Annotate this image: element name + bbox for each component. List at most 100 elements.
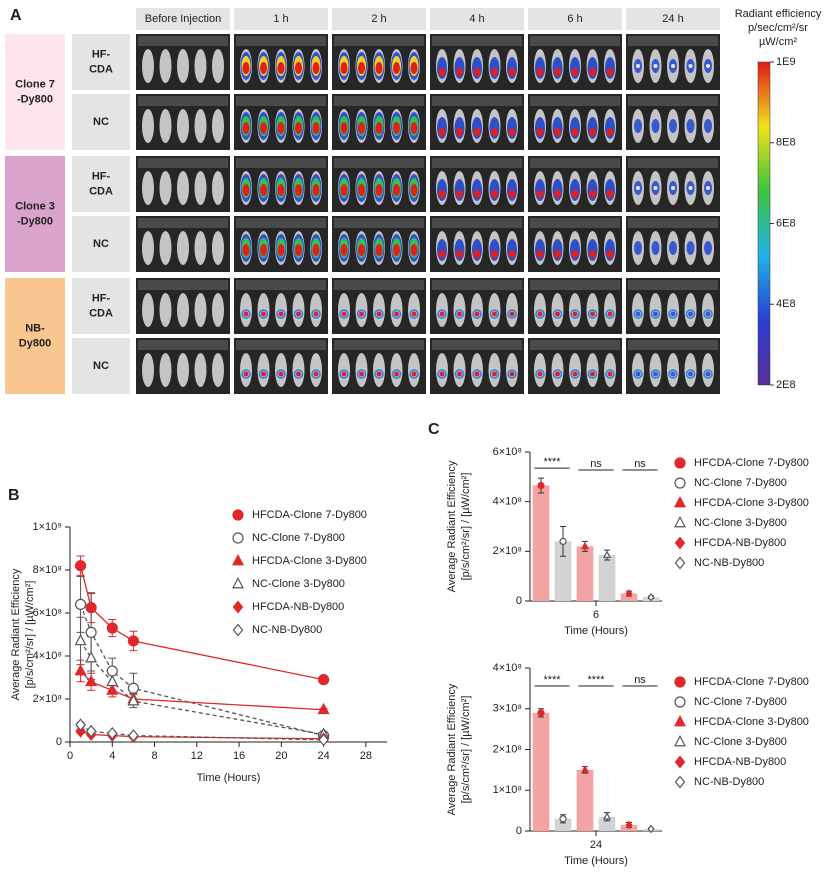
x-tick-label: 28 — [360, 750, 372, 762]
signal — [703, 369, 713, 379]
signal — [508, 250, 516, 258]
legend-label: HFCDA-Clone 7-Dy800 — [694, 676, 809, 688]
legend-marker — [232, 600, 244, 614]
data-point — [106, 674, 119, 687]
row-box — [72, 34, 130, 90]
cage — [432, 36, 522, 46]
panel-label: B — [8, 487, 20, 504]
legend-label: NC-Clone 7-Dy800 — [694, 696, 787, 708]
signal — [508, 68, 516, 76]
signal — [340, 62, 348, 74]
signal — [393, 62, 400, 74]
signal — [374, 309, 384, 319]
signal — [670, 311, 676, 317]
y-tick-label: 1×10⁹ — [33, 521, 63, 533]
signal — [295, 122, 302, 134]
legend-label: HFCDA-Clone 3-Dy800 — [252, 555, 367, 567]
cage — [334, 36, 424, 46]
signal — [668, 309, 678, 319]
mouse — [159, 353, 172, 387]
signal — [439, 371, 445, 377]
cage — [334, 340, 424, 350]
signal — [456, 250, 463, 258]
signal — [454, 309, 465, 319]
x-axis-label: Time (Hours) — [564, 855, 628, 867]
column-header — [430, 8, 524, 30]
signal — [605, 369, 615, 379]
signal — [635, 371, 641, 377]
data-point — [74, 560, 87, 572]
signal — [258, 309, 269, 319]
data-point — [85, 674, 98, 687]
data-point — [106, 622, 118, 634]
bar — [576, 769, 594, 831]
signal — [296, 311, 301, 317]
mouse — [159, 109, 172, 143]
mouse — [212, 293, 224, 327]
legend-label: NC-NB-Dy800 — [694, 776, 764, 788]
x-tick-label: 20 — [275, 750, 287, 762]
cage — [432, 218, 522, 228]
mouse — [177, 171, 189, 205]
mouse — [142, 49, 154, 83]
data-point — [128, 729, 139, 742]
signal — [457, 311, 462, 317]
legend-label: NC-Clone 7-Dy800 — [694, 477, 787, 489]
signal — [653, 371, 658, 377]
signal — [473, 128, 481, 136]
y-axis-label: Average Radiant Efficiency — [446, 683, 458, 815]
cage — [138, 158, 228, 168]
signal — [312, 122, 320, 134]
legend-marker — [674, 515, 686, 528]
legend-marker — [232, 623, 244, 637]
signal — [438, 68, 446, 76]
signal — [703, 309, 713, 319]
signal — [606, 128, 614, 136]
signal — [438, 128, 446, 136]
signal — [633, 369, 643, 379]
y-axis-label: Average Radiant Efficiency — [10, 568, 22, 700]
cage — [432, 96, 522, 106]
data-point — [318, 674, 330, 686]
signal — [704, 119, 712, 133]
mouse — [194, 49, 207, 83]
cage — [628, 158, 718, 168]
mouse — [194, 353, 207, 387]
y-tick-label: 1×10⁸ — [493, 784, 522, 796]
group-label: NB- — [25, 322, 45, 334]
signal — [650, 309, 661, 319]
mouse — [142, 231, 154, 265]
cage — [236, 340, 326, 350]
signal — [536, 250, 544, 258]
legend-label: NC-NB-Dy800 — [252, 624, 322, 636]
data-point — [85, 724, 97, 738]
legend-label: HFCDA-Clone 3-Dy800 — [694, 716, 809, 728]
cage — [236, 218, 326, 228]
signal — [536, 68, 544, 76]
y-tick-label: 0 — [56, 736, 62, 748]
legend-marker — [674, 714, 686, 727]
column-label: 1 h — [273, 13, 288, 25]
signal — [296, 371, 301, 377]
signal — [685, 369, 696, 379]
signal — [295, 184, 302, 196]
x-tick-label: 4 — [109, 750, 115, 762]
signal — [410, 62, 418, 74]
data-point — [127, 694, 140, 706]
legend-label: HFCDA-Clone 7-Dy800 — [252, 509, 367, 521]
signal — [339, 369, 349, 379]
signal — [260, 184, 267, 196]
signal — [605, 309, 615, 319]
bar — [532, 485, 550, 601]
signal — [359, 371, 364, 377]
signal — [554, 190, 561, 198]
mouse — [142, 109, 154, 143]
signal — [473, 68, 481, 76]
mouse — [212, 353, 224, 387]
y-tick-label: 8×10⁸ — [33, 564, 62, 576]
colorbar-title: µW/cm² — [759, 36, 797, 48]
mouse — [159, 293, 172, 327]
mouse — [142, 353, 154, 387]
signal — [491, 128, 498, 136]
data-point — [318, 733, 329, 747]
